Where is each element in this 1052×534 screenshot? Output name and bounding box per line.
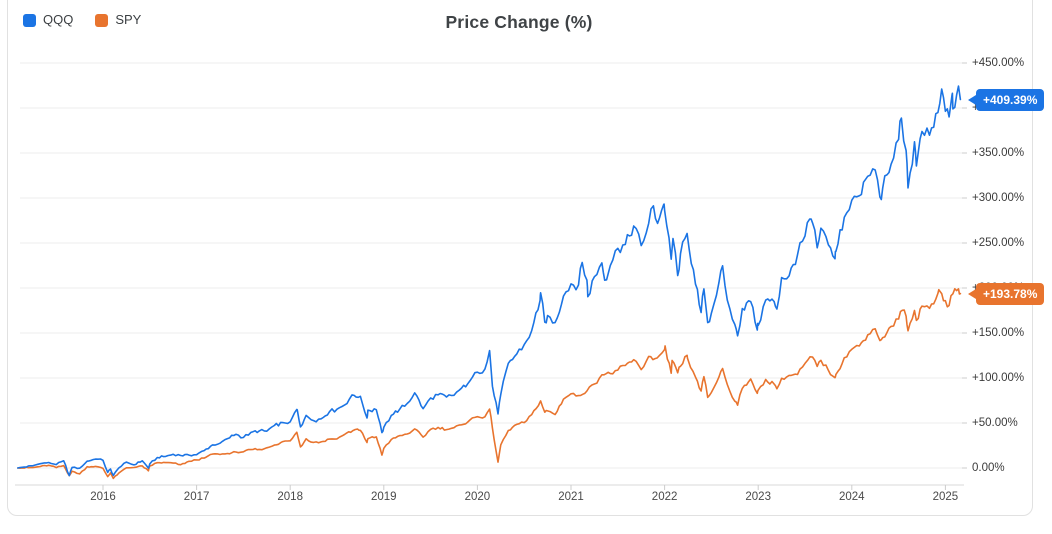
qqq-swatch-icon xyxy=(23,13,36,27)
y-axis-label: +250.00% xyxy=(972,237,1025,249)
y-axis-label: +100.00% xyxy=(972,372,1025,384)
spy-line xyxy=(16,287,962,480)
y-axis-label: +350.00% xyxy=(972,147,1025,159)
y-axis-label: +150.00% xyxy=(972,327,1025,339)
legend-item-spy[interactable]: SPY xyxy=(95,13,141,27)
y-axis-label: +450.00% xyxy=(972,57,1025,69)
spy-swatch-icon xyxy=(95,13,109,27)
x-axis-label: 2023 xyxy=(745,491,771,503)
x-axis-label: 2020 xyxy=(464,491,491,503)
x-axis-label: 2025 xyxy=(932,491,959,503)
x-axis-label: 2018 xyxy=(277,491,303,503)
x-axis-label: 2024 xyxy=(839,491,865,503)
x-axis-label: 2017 xyxy=(183,491,210,503)
x-axis-label: 2019 xyxy=(371,491,397,503)
chart-card xyxy=(7,0,1033,516)
spy-last-value-badge: +193.78% xyxy=(976,282,1045,305)
x-axis-label: 2021 xyxy=(558,491,584,503)
y-axis-label: +50.00% xyxy=(972,417,1018,429)
legend-label-qqq: QQQ xyxy=(43,12,74,27)
qqq-last-value-badge: +409.39% xyxy=(976,88,1045,111)
x-axis-label: 2022 xyxy=(651,491,678,503)
y-axis-label: +300.00% xyxy=(972,192,1025,204)
chart-title: Price Change (%) xyxy=(445,12,593,32)
y-axis-label: 0.00% xyxy=(972,462,1005,474)
legend-item-qqq[interactable]: QQQ xyxy=(23,13,73,27)
qqq-line xyxy=(16,85,962,477)
chart-legend: QQQ SPY xyxy=(23,13,141,27)
legend-label-spy: SPY xyxy=(115,12,142,27)
x-axis-label: 2016 xyxy=(90,491,116,503)
